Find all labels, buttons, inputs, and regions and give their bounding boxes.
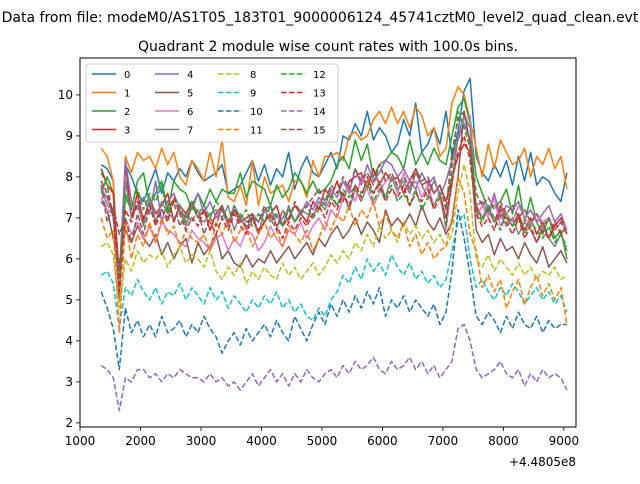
series-line-9: [100, 213, 568, 330]
legend-label-7: 7: [187, 126, 193, 137]
y-tick-label: 5: [65, 293, 73, 307]
y-tick-label: 6: [65, 252, 73, 266]
series-line-12: [100, 110, 568, 281]
figure-suptitle: Data from file: modeM0/AS1T05_183T01_900…: [2, 10, 639, 26]
x-axis-offset-label: +4.4805e8: [509, 455, 576, 469]
x-tick-label: 8000: [488, 434, 519, 448]
series-line-11: [100, 176, 568, 334]
x-tick-label: 5000: [307, 434, 338, 448]
legend-label-1: 1: [124, 89, 130, 100]
legend-label-9: 9: [250, 89, 256, 100]
legend-label-14: 14: [313, 107, 326, 118]
legend-label-12: 12: [313, 70, 326, 81]
legend-label-13: 13: [313, 89, 326, 100]
y-tick-label: 9: [65, 129, 73, 143]
series-line-13: [100, 135, 568, 293]
legend-label-0: 0: [124, 70, 130, 81]
y-tick-label: 4: [65, 334, 73, 348]
x-tick-label: 6000: [367, 434, 398, 448]
legend-box: [85, 63, 339, 143]
legend-label-5: 5: [187, 89, 193, 100]
x-tick-label: 3000: [186, 434, 217, 448]
legend-label-6: 6: [187, 107, 193, 118]
x-axis-ticks: 1000 2000 3000 4000 5000 6000 7000 8000 9000: [65, 427, 579, 448]
series-line-15: [100, 110, 568, 244]
y-axis-ticks: 2 3 4 5 6 7 8 9 10: [58, 88, 80, 430]
x-tick-label: 1000: [65, 434, 96, 448]
series-line-8: [100, 163, 568, 309]
legend-label-3: 3: [124, 126, 130, 137]
legend-label-4: 4: [187, 70, 193, 81]
y-tick-label: 10: [58, 88, 73, 102]
y-tick-label: 7: [65, 211, 73, 225]
legend-label-2: 2: [124, 107, 130, 118]
y-tick-label: 2: [65, 416, 73, 430]
legend-label-8: 8: [250, 70, 256, 81]
x-tick-label: 4000: [246, 434, 277, 448]
x-tick-label: 7000: [428, 434, 459, 448]
series-line-10: [100, 208, 567, 371]
legend-label-15: 15: [313, 126, 326, 137]
series-line-14: [100, 323, 568, 412]
x-tick-label: 2000: [125, 434, 156, 448]
legend-label-11: 11: [250, 126, 263, 137]
chart-title: Quadrant 2 module wise count rates with …: [138, 39, 518, 55]
y-tick-label: 8: [65, 170, 73, 184]
x-tick-label: 9000: [549, 434, 580, 448]
series-line-1: [100, 85, 568, 297]
y-tick-label: 3: [65, 375, 73, 389]
legend-label-10: 10: [250, 107, 263, 118]
